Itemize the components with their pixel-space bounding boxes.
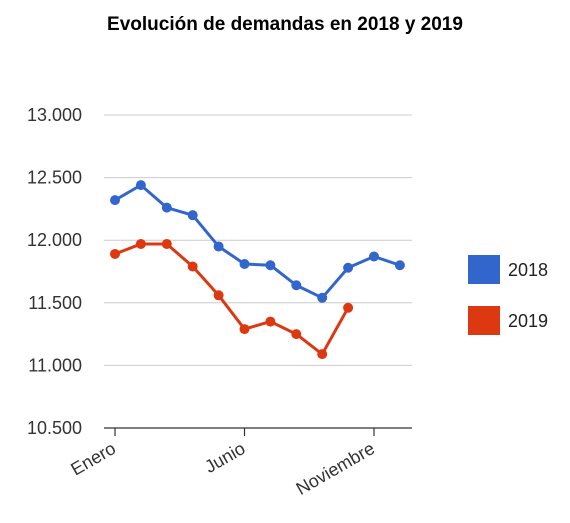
data-point-2019 bbox=[110, 248, 120, 259]
data-point-2019 bbox=[291, 329, 302, 340]
x-tick-label: Enero bbox=[67, 438, 119, 479]
y-tick-label: 11.000 bbox=[28, 355, 82, 375]
y-tick-label: 13.000 bbox=[27, 105, 82, 125]
data-point-2019 bbox=[265, 316, 276, 327]
data-point-2018 bbox=[291, 280, 302, 291]
x-tick-label: Noviembre bbox=[293, 438, 378, 499]
data-point-2019 bbox=[187, 261, 198, 272]
data-point-2019 bbox=[135, 238, 146, 249]
series-line-2018 bbox=[113, 183, 402, 300]
data-point-2019 bbox=[161, 238, 172, 249]
data-point-2018 bbox=[317, 292, 328, 303]
data-point-2018 bbox=[394, 260, 405, 271]
data-point-2019 bbox=[239, 324, 250, 335]
legend-swatch-2018 bbox=[468, 255, 500, 284]
data-point-2018 bbox=[265, 260, 276, 271]
legend-label-2019: 2019 bbox=[508, 311, 548, 331]
y-tick-label: 10.500 bbox=[27, 418, 82, 438]
y-tick-label: 12.500 bbox=[27, 168, 82, 188]
data-point-2018 bbox=[187, 210, 198, 221]
data-point-2018 bbox=[161, 202, 172, 213]
legend-label-2018: 2018 bbox=[508, 260, 548, 280]
data-point-2018 bbox=[343, 262, 354, 273]
x-tick-label: Junio bbox=[201, 438, 248, 477]
y-tick-label: 12.000 bbox=[27, 230, 82, 250]
data-point-2018 bbox=[110, 195, 120, 206]
y-tick-label: 11.500 bbox=[28, 293, 82, 313]
data-point-2018 bbox=[213, 241, 224, 252]
data-point-2019 bbox=[213, 290, 224, 301]
data-point-2019 bbox=[343, 302, 354, 313]
data-point-2018 bbox=[369, 251, 379, 262]
data-point-2019 bbox=[317, 349, 328, 360]
data-point-2018 bbox=[135, 180, 146, 191]
data-point-2018 bbox=[239, 258, 250, 269]
legend-swatch-2019 bbox=[468, 306, 500, 335]
chart-title: Evolución de demandas en 2018 y 2019 bbox=[107, 14, 463, 35]
series-line-2019 bbox=[113, 242, 350, 356]
